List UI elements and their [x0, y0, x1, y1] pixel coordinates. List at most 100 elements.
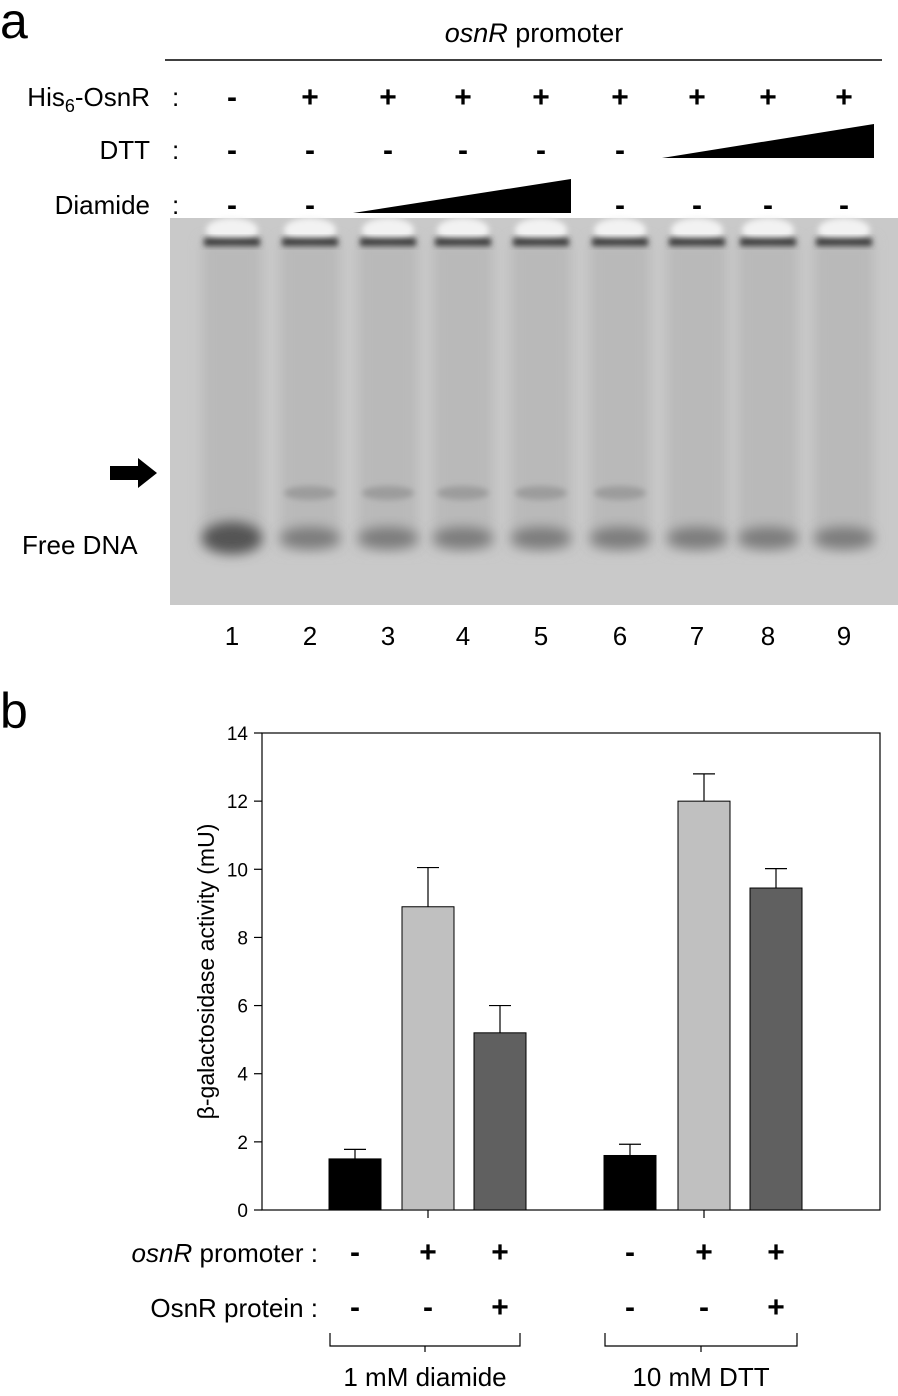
- y-tick-label: 14: [227, 724, 249, 745]
- row-label: His6-OsnR: [27, 82, 150, 116]
- free-dna-label: Free DNA: [22, 530, 138, 560]
- condition-sign: +: [767, 1236, 785, 1269]
- bar: [401, 906, 455, 1211]
- lane-number: 9: [837, 621, 851, 651]
- row-sign: -: [227, 189, 237, 222]
- well-band: [592, 238, 648, 246]
- lane-smear: [511, 240, 571, 550]
- well-band: [740, 238, 796, 246]
- text-part: His: [27, 82, 65, 112]
- row-sign: -: [615, 189, 625, 222]
- well: [284, 218, 336, 242]
- row-sign: -: [305, 189, 315, 222]
- free-dna-band: [814, 527, 874, 549]
- condition-sign: -: [625, 1236, 635, 1269]
- condition-sign: -: [350, 1291, 360, 1324]
- row-separator: :: [172, 82, 179, 112]
- lane-number: 7: [690, 621, 704, 651]
- text-part: :: [311, 1293, 318, 1323]
- row-sign: +: [611, 81, 629, 114]
- bar: [749, 887, 803, 1211]
- condition-label: osnR promoter :: [132, 1238, 318, 1268]
- panel-label: b: [0, 683, 28, 739]
- ramp: [662, 124, 874, 158]
- condition-sign: -: [423, 1291, 433, 1324]
- row-sign: -: [227, 134, 237, 167]
- condition-sign: +: [695, 1236, 713, 1269]
- well: [671, 218, 723, 242]
- row-sign: -: [692, 189, 702, 222]
- free-dna-band: [202, 522, 262, 554]
- well-band: [669, 238, 725, 246]
- text-part: promoter: [515, 18, 623, 48]
- bar: [677, 800, 731, 1211]
- text-part: DTT: [99, 135, 150, 165]
- text-part: 6: [65, 96, 75, 116]
- condition-sign: -: [625, 1291, 635, 1324]
- free-dna-band: [667, 527, 727, 549]
- well-band: [513, 238, 569, 246]
- row-sign: -: [383, 134, 393, 167]
- well: [594, 218, 646, 242]
- lane-number: 4: [456, 621, 470, 651]
- condition-sign: +: [419, 1236, 437, 1269]
- shifted-band: [284, 486, 336, 500]
- shifted-band: [362, 486, 414, 500]
- row-sign: +: [454, 81, 472, 114]
- free-dna-band: [738, 527, 798, 549]
- row-sign: +: [688, 81, 706, 114]
- row-label: Diamide: [55, 190, 150, 220]
- lane-smear: [202, 240, 262, 550]
- group-bracket: [604, 1333, 798, 1352]
- shifted-band: [515, 486, 567, 500]
- text-part: OsnR protein: [150, 1293, 303, 1323]
- row-separator: :: [172, 135, 179, 165]
- y-tick-label: 8: [237, 928, 248, 949]
- text-part: -OsnR: [75, 82, 150, 112]
- y-axis-label: β-galactosidase activity (mU): [193, 824, 219, 1120]
- row-sign: +: [532, 81, 550, 114]
- row-separator: :: [172, 190, 179, 220]
- lane-number: 2: [303, 621, 317, 651]
- lane-number: 6: [613, 621, 627, 651]
- row-sign: -: [305, 134, 315, 167]
- condition-sign: +: [491, 1236, 509, 1269]
- gel-image: [170, 218, 898, 605]
- row-sign: +: [301, 81, 319, 114]
- shifted-band: [594, 486, 646, 500]
- lane-smear: [667, 240, 727, 550]
- bar: [328, 1158, 382, 1211]
- lane-smear: [814, 240, 874, 550]
- condition-sign: -: [699, 1291, 709, 1324]
- condition-label: OsnR protein :: [150, 1293, 318, 1323]
- row-sign: -: [227, 81, 237, 114]
- lane-smear: [433, 240, 493, 550]
- text-part: promoter: [199, 1238, 303, 1268]
- text-part: osnR: [445, 18, 508, 48]
- condition-sign: +: [491, 1291, 509, 1324]
- condition-sign: -: [350, 1236, 360, 1269]
- lane-number: 8: [761, 621, 775, 651]
- lane-number: 1: [225, 621, 239, 651]
- shift-arrow: [110, 458, 157, 488]
- well-band: [816, 238, 872, 246]
- well: [437, 218, 489, 242]
- well: [362, 218, 414, 242]
- text-part: :: [311, 1238, 318, 1268]
- well: [742, 218, 794, 242]
- well-band: [435, 238, 491, 246]
- free-dna-band: [433, 527, 493, 549]
- row-sign: -: [615, 134, 625, 167]
- group-label: 10 mM DTT: [632, 1362, 769, 1391]
- well: [206, 218, 258, 242]
- lane-smear: [358, 240, 418, 550]
- free-dna-band: [511, 527, 571, 549]
- lane-number: 3: [381, 621, 395, 651]
- lane-number: 5: [534, 621, 548, 651]
- row-sign: +: [759, 81, 777, 114]
- well-band: [360, 238, 416, 246]
- free-dna-band: [590, 527, 650, 549]
- text-part: Diamide: [55, 190, 150, 220]
- header: osnR promoter: [445, 18, 624, 48]
